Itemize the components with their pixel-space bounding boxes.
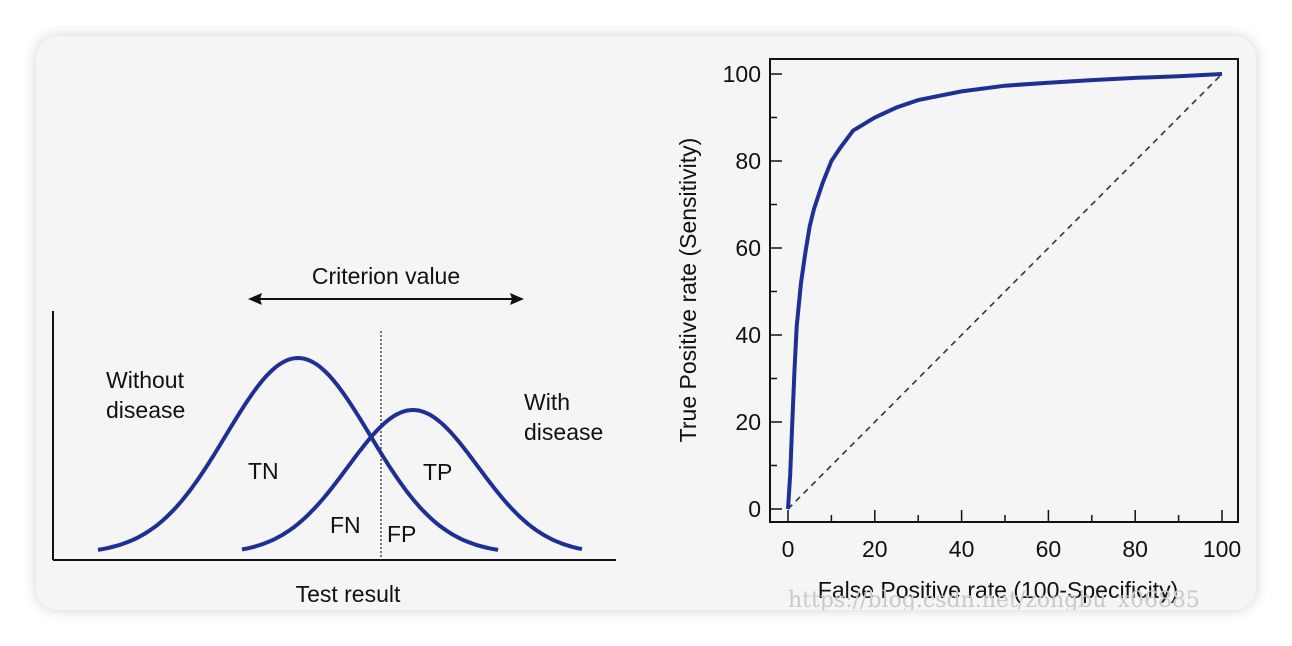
figure-svg: Criterion value Without disease With dis…	[52, 58, 1242, 610]
x-tick-label: 0	[782, 536, 795, 562]
x-tick-label: 40	[949, 536, 975, 562]
roc-x-axis-label: False Positive rate (100-Specificity)	[818, 577, 1178, 603]
distribution-diagram: Criterion value Without disease With dis…	[52, 263, 616, 607]
roc-chart: 0 20 40 60 80 100 0 20 40 60 80 100 False Positive …	[675, 58, 1242, 603]
without-disease-line1: Without	[106, 367, 185, 393]
watermark: https://blog.csdn.net/zongbu_x06885	[788, 588, 1200, 610]
with-disease-curve	[241, 408, 583, 552]
x-tick-label: 60	[1036, 536, 1062, 562]
with-disease-line2: disease	[524, 419, 603, 445]
roc-ticks: 0 20 40 60 80 100 0 20 40 60 80 100	[723, 61, 1242, 562]
without-disease-line2: disease	[106, 397, 185, 423]
roc-diagonal-reference	[787, 73, 1223, 510]
with-disease-line1: With	[524, 389, 570, 415]
criterion-arrow-right-head	[510, 293, 524, 305]
y-tick-label: 0	[748, 496, 761, 522]
without-disease-curve	[97, 355, 499, 552]
y-tick-label: 100	[723, 61, 761, 87]
criterion-value-label: Criterion value	[312, 263, 460, 289]
x-tick-label: 100	[1203, 536, 1241, 562]
x-tick-label: 80	[1122, 536, 1148, 562]
region-label-tn: TN	[248, 458, 279, 484]
dist-x-axis-label: Test result	[296, 581, 401, 607]
roc-y-axis-label: True Positive rate (Sensitivity)	[675, 138, 701, 443]
region-label-tp: TP	[423, 459, 452, 485]
y-tick-label: 60	[735, 235, 761, 261]
y-tick-label: 80	[735, 148, 761, 174]
region-label-fn: FN	[330, 512, 361, 538]
without-disease-label: Without disease	[106, 367, 190, 423]
y-tick-label: 20	[735, 409, 761, 435]
criterion-arrow-left-head	[248, 293, 262, 305]
figure-card: Criterion value Without disease With dis…	[36, 36, 1256, 610]
x-tick-label: 20	[862, 536, 888, 562]
y-tick-label: 40	[735, 322, 761, 348]
region-label-fp: FP	[387, 521, 416, 547]
with-disease-label: With disease	[524, 389, 603, 445]
roc-plot-frame	[769, 58, 1239, 523]
roc-curve	[786, 72, 1223, 510]
